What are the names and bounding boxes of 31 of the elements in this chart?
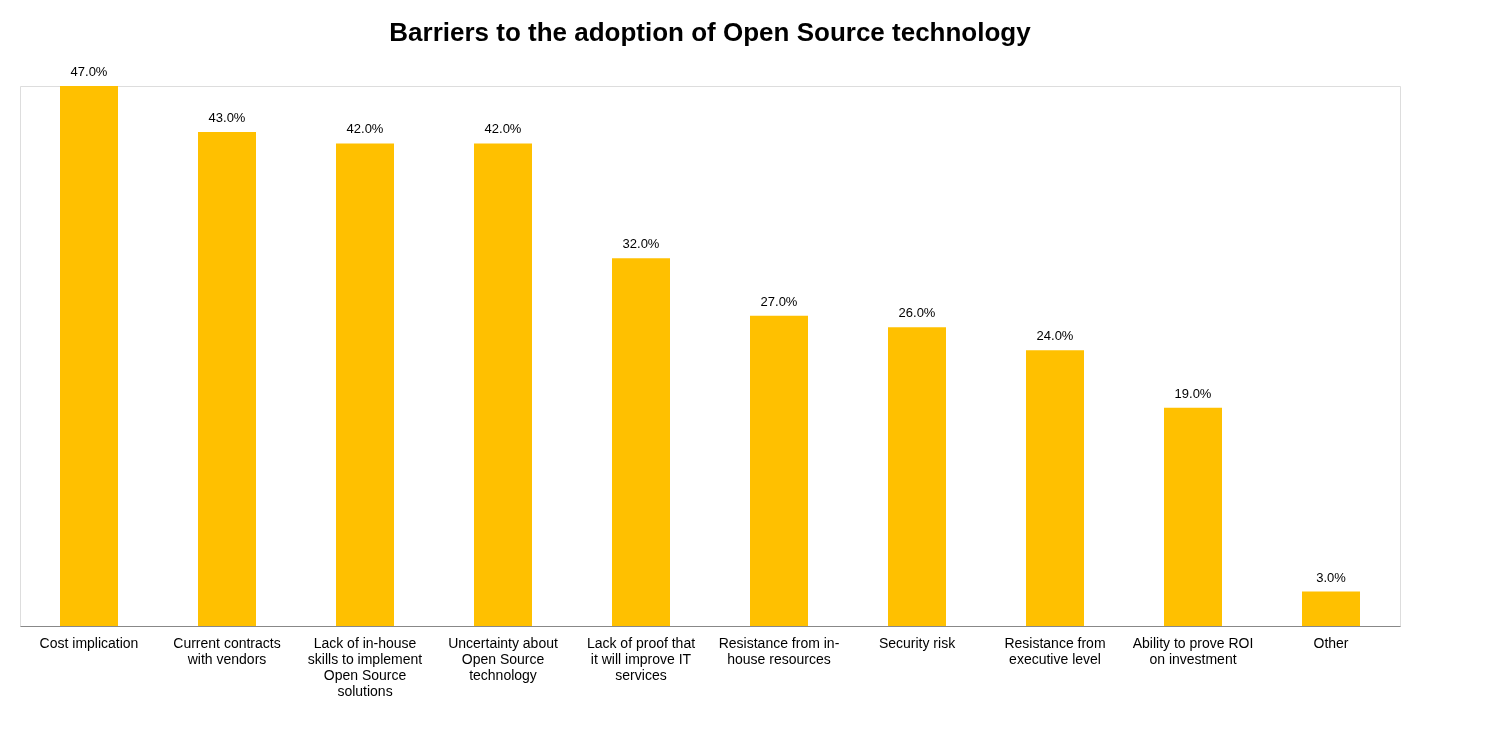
x-tick-label: Resistance from in-house resources: [718, 634, 840, 667]
bar: [750, 315, 808, 626]
x-tick-label: Ability to prove ROI on investment: [1132, 634, 1254, 667]
data-label: 27.0%: [760, 293, 798, 309]
data-label: 3.0%: [1316, 569, 1347, 585]
bar: [888, 327, 946, 626]
bar: [474, 143, 532, 626]
bar: [336, 143, 394, 626]
x-tick-label: Resistance from executive level: [1004, 634, 1106, 667]
data-label: 32.0%: [622, 236, 660, 252]
data-label: 42.0%: [484, 121, 522, 137]
x-tick-label: Security risk: [878, 634, 957, 651]
bar: [612, 258, 670, 626]
chart-title: Barriers to the adoption of Open Source technology: [389, 17, 1032, 47]
bar: [1164, 407, 1222, 626]
data-label: 47.0%: [70, 64, 108, 79]
data-label: 19.0%: [1174, 385, 1212, 401]
x-tick-label: Uncertainty about Open Source technology: [448, 634, 558, 683]
x-tick-label: Current contracts with vendors: [173, 634, 281, 667]
x-tick-label: Lack of in-house skills to implement Open Source solutions: [307, 634, 423, 699]
data-label: 26.0%: [898, 305, 936, 321]
x-tick-label: Cost implication: [39, 634, 139, 651]
x-tick-label: Lack of proof that it will improve IT services: [586, 634, 696, 683]
data-label: 42.0%: [346, 121, 384, 137]
data-label: 24.0%: [1036, 328, 1074, 344]
bar: [1302, 591, 1360, 626]
x-tick-label: Other: [1313, 634, 1349, 651]
bar: [198, 131, 256, 626]
bar: [60, 86, 118, 626]
data-label: 43.0%: [208, 109, 246, 125]
bar: [1026, 350, 1084, 626]
